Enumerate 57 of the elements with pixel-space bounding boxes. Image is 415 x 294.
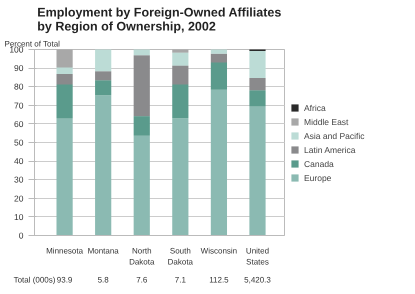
- legend-label: Middle East: [304, 116, 348, 126]
- x-tick-label: Minnesota: [46, 246, 84, 256]
- bar: [134, 50, 150, 56]
- y-tick-label: 30: [14, 174, 24, 185]
- bar: [172, 50, 188, 53]
- bar: [95, 80, 112, 96]
- bar: [249, 78, 266, 90]
- x-tick-label: United States: [246, 246, 270, 266]
- bar: [172, 66, 188, 84]
- bar: [56, 118, 73, 236]
- y-tick-label: 0: [18, 230, 24, 240]
- bar: [172, 84, 188, 118]
- y-tick-label: 50: [14, 138, 24, 148]
- legend-label: Europe: [304, 172, 332, 182]
- bar: [134, 116, 150, 136]
- legend-label: Africa: [304, 102, 326, 112]
- bar: [210, 62, 228, 90]
- bar: [249, 106, 266, 236]
- bar: [95, 95, 112, 236]
- x-tick-label: North Dakota: [129, 246, 155, 266]
- bar: [210, 90, 228, 236]
- text: 112.5: [209, 276, 230, 284]
- y-tick-label: 40: [14, 156, 24, 166]
- text: 93.9: [56, 276, 73, 284]
- y-axis-title: Percent of Total: [4, 40, 60, 48]
- y-tick-label: 60: [14, 118, 24, 129]
- bar: [56, 74, 73, 84]
- text: 5.8: [98, 276, 110, 284]
- y-tick-label: 10: [14, 212, 24, 222]
- bar: [172, 118, 188, 236]
- legend-label: Asia and Pacific: [304, 130, 364, 140]
- bar: [134, 136, 150, 236]
- y-tick-label: 80: [14, 82, 24, 92]
- x-tick-label: Montana: [88, 246, 120, 256]
- text: 7.6: [136, 276, 148, 284]
- text: Total (000s): [14, 276, 56, 284]
- bar: [172, 52, 188, 66]
- text: 7.1: [174, 276, 186, 284]
- text: 5,420.3: [244, 276, 272, 284]
- bar: [56, 68, 73, 74]
- bar: [210, 50, 228, 54]
- bar: [210, 54, 228, 63]
- bar: [249, 50, 266, 78]
- bar: [56, 84, 73, 118]
- bar: [134, 55, 150, 116]
- chart-title: Employment by Foreign-Owned Affiliates by Region of Ownership, 2002: [37, 6, 282, 34]
- bar: [249, 90, 266, 106]
- y-tick-label: 70: [14, 100, 24, 110]
- x-tick-label: Wisconsin: [200, 246, 238, 256]
- bar: [95, 50, 112, 72]
- x-tick-label: South Dakota: [168, 246, 194, 266]
- legend-label: Latin America: [304, 144, 356, 154]
- y-tick-label: 90: [14, 63, 24, 74]
- y-tick-label: 20: [14, 193, 24, 204]
- legend-label: Canada: [304, 158, 334, 168]
- bar: [95, 71, 112, 80]
- bar: [56, 50, 73, 68]
